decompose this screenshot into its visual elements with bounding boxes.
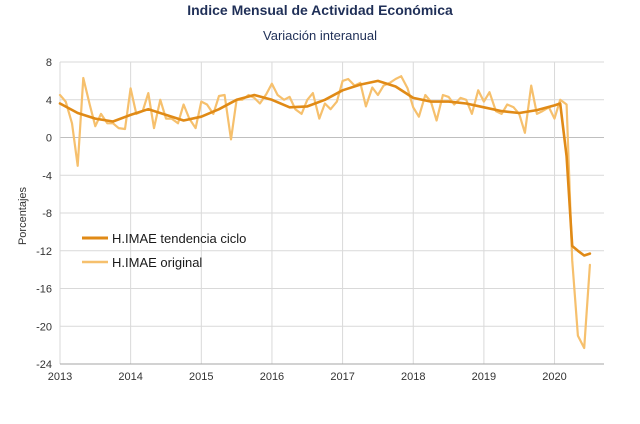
series-line-1: [58, 75, 591, 350]
x-tick-label: 2016: [260, 371, 284, 383]
y-tick-label: 4: [46, 95, 52, 107]
y-tick-label: -8: [42, 208, 52, 220]
x-tick-label: 2017: [330, 371, 354, 383]
chart-subtitle: Variación interanual: [263, 28, 377, 43]
legend-label-0: H.IMAE tendencia ciclo: [112, 231, 246, 246]
y-tick-label: 8: [46, 57, 52, 69]
x-tick-label: 2014: [118, 371, 142, 383]
y-tick-label: -12: [36, 246, 52, 258]
legend: H.IMAE tendencia ciclo H.IMAE original: [82, 231, 246, 270]
y-axis-label: Porcentajes: [17, 186, 29, 245]
x-tick-label: 2015: [189, 371, 213, 383]
series-line-0: [58, 79, 592, 257]
y-tick-label: -24: [36, 359, 52, 371]
series-group: [58, 75, 592, 350]
x-tick-label: 2018: [401, 371, 425, 383]
y-tick-label: -20: [36, 321, 52, 333]
y-tick-label: 0: [46, 133, 52, 145]
x-tick-label: 2013: [48, 371, 72, 383]
gridlines: [59, 61, 604, 365]
chart-title: Indice Mensual de Actividad Económica: [187, 2, 453, 18]
x-tick-label: 2020: [542, 371, 566, 383]
y-tick-label: -4: [42, 170, 52, 182]
y-tick-label: -16: [36, 284, 52, 296]
legend-label-1: H.IMAE original: [112, 255, 202, 270]
x-tick-label: 2019: [472, 371, 496, 383]
